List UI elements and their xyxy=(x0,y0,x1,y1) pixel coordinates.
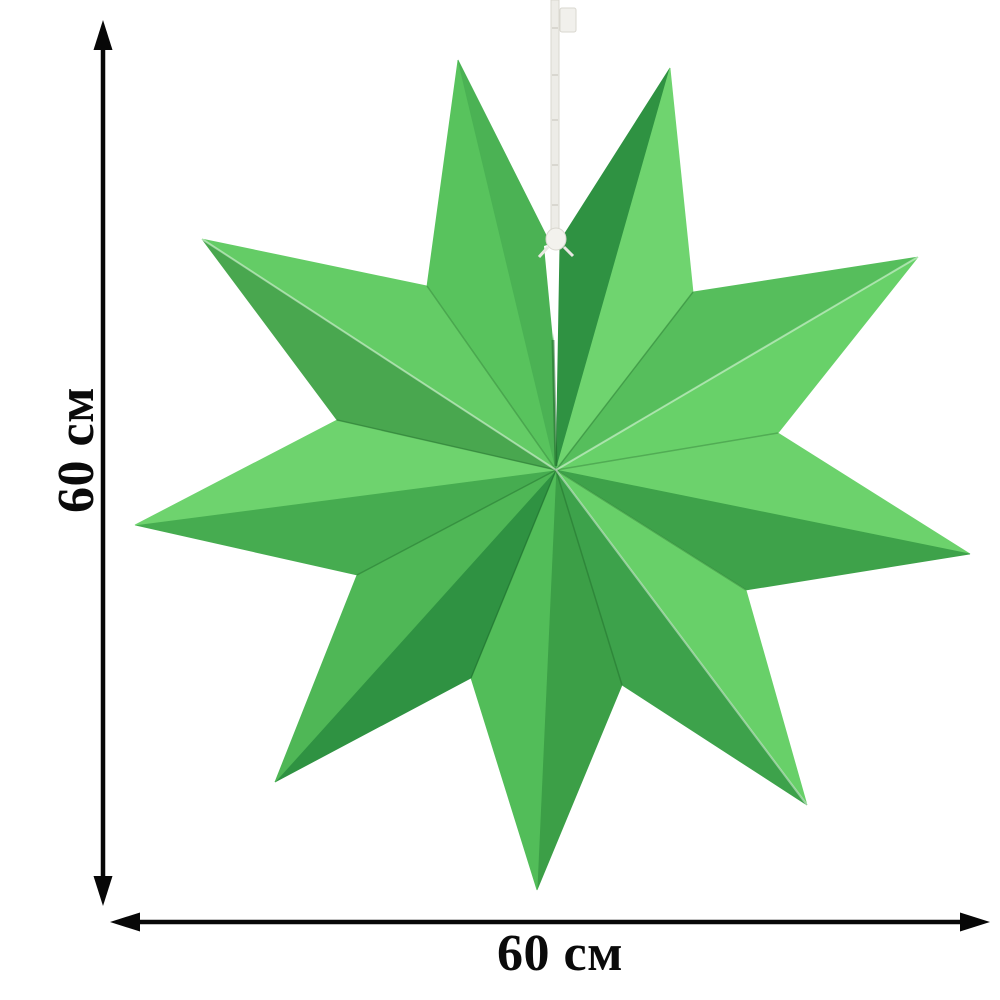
valley-crease xyxy=(555,432,779,471)
top-slit-seam xyxy=(551,339,558,467)
hanging-strip xyxy=(550,0,577,247)
hanging-strip-band xyxy=(550,0,560,247)
width-dimension-label: 60 см xyxy=(497,925,623,982)
ridge-highlight xyxy=(201,238,557,471)
valley-crease xyxy=(555,291,694,471)
paper-star xyxy=(134,59,971,891)
valley-crease xyxy=(470,469,557,679)
valley-crease xyxy=(426,285,557,471)
hanging-clip-leg-left xyxy=(537,245,550,259)
hanging-clip-knob xyxy=(545,227,567,251)
height-arrow-head-end xyxy=(93,876,113,906)
height-arrow xyxy=(93,20,113,906)
star-point-9-face-b xyxy=(201,238,557,471)
ridge-highlight xyxy=(555,469,808,806)
valley-crease xyxy=(356,469,557,576)
width-arrow xyxy=(110,912,990,932)
width-arrow-head-start xyxy=(110,912,140,932)
top-slit-gap xyxy=(544,241,560,340)
height-arrow-head-start xyxy=(93,20,113,50)
hanging-clip-leg-right xyxy=(562,245,575,258)
valley-crease xyxy=(555,469,623,686)
height-dimension-label: 60 см xyxy=(48,387,105,513)
valley-crease xyxy=(555,469,747,591)
ridge-highlight xyxy=(555,256,919,471)
valley-crease xyxy=(336,419,557,471)
width-arrow-head-end xyxy=(960,912,990,932)
hanging-clip xyxy=(537,227,575,259)
hanging-strip-head xyxy=(559,7,577,33)
